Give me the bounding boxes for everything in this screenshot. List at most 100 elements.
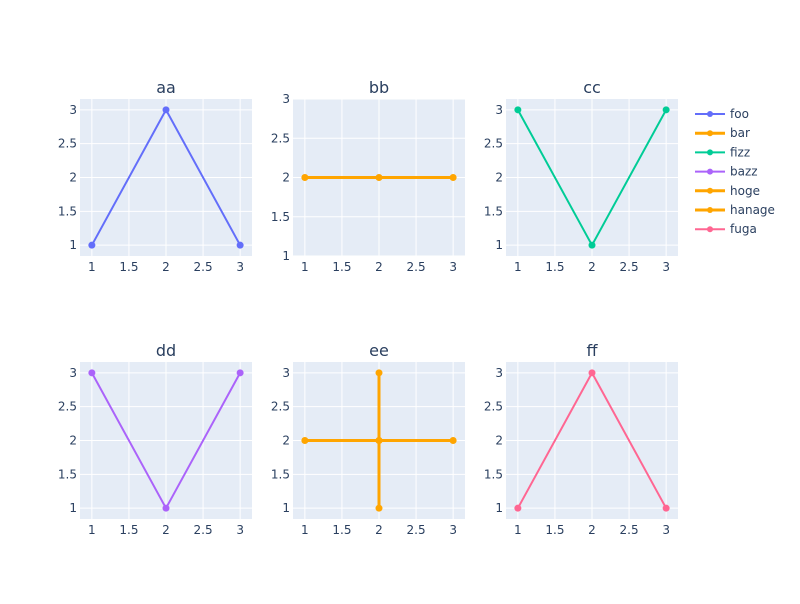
x-tick-label: 2 xyxy=(588,523,596,537)
x-tick-label: 1.5 xyxy=(332,260,351,274)
y-tick-label: 3 xyxy=(69,103,77,117)
y-tick-label: 3 xyxy=(69,366,77,380)
y-tick-label: 3 xyxy=(282,92,290,106)
legend-marker-icon xyxy=(707,130,713,137)
gridlines xyxy=(506,362,678,519)
y-axis-tick-labels: 1 1.5 2 2.5 3 xyxy=(271,366,290,515)
data-point-marker[interactable] xyxy=(88,369,96,377)
data-point-marker[interactable] xyxy=(662,106,670,114)
x-tick-label: 2.5 xyxy=(194,260,213,274)
series-foo[interactable] xyxy=(88,106,244,249)
series-fizz[interactable] xyxy=(514,106,670,249)
x-tick-label: 1 xyxy=(514,260,522,274)
y-axis-tick-labels: 1 1.5 2 2.5 3 xyxy=(58,366,77,515)
legend-item-fuga[interactable]: fuga xyxy=(695,222,757,236)
legend-item-fizz[interactable]: fizz xyxy=(695,145,750,159)
x-tick-label: 3 xyxy=(236,260,244,274)
y-tick-label: 3 xyxy=(495,366,503,380)
x-tick-label: 1 xyxy=(301,260,309,274)
x-tick-label: 2 xyxy=(162,523,170,537)
data-point-marker[interactable] xyxy=(236,241,244,249)
data-point-marker[interactable] xyxy=(162,106,170,114)
x-tick-label: 1.5 xyxy=(119,523,138,537)
series-hanage[interactable] xyxy=(375,369,383,512)
subplot-cc: 1 1.5 2 2.5 3 1 1.5 2 2.5 3 cc xyxy=(484,78,678,274)
x-tick-label: 3 xyxy=(236,523,244,537)
x-axis-tick-labels: 1 1.5 2 2.5 3 xyxy=(88,260,244,274)
y-tick-label: 1 xyxy=(282,249,290,263)
x-tick-label: 1.5 xyxy=(545,523,564,537)
subplot-ff: 1 1.5 2 2.5 3 1 1.5 2 2.5 3 ff xyxy=(484,341,678,537)
subplot-title: dd xyxy=(156,341,176,360)
y-tick-label: 2 xyxy=(282,171,290,185)
y-axis-tick-labels: 1 1.5 2 2.5 3 xyxy=(58,103,77,252)
data-point-marker[interactable] xyxy=(449,437,457,444)
data-point-marker[interactable] xyxy=(375,437,383,444)
x-tick-label: 2 xyxy=(375,523,383,537)
data-point-marker[interactable] xyxy=(588,241,596,249)
legend-item-hanage[interactable]: hanage xyxy=(695,203,775,217)
data-point-marker[interactable] xyxy=(514,106,522,114)
data-point-marker[interactable] xyxy=(236,369,244,377)
subplot-dd: 1 1.5 2 2.5 3 1 1.5 2 2.5 3 dd xyxy=(58,341,252,537)
legend-label: foo xyxy=(730,107,749,121)
x-tick-label: 1 xyxy=(88,523,96,537)
y-tick-label: 1 xyxy=(69,501,77,515)
y-axis-tick-labels: 1 1.5 2 2.5 3 xyxy=(484,366,503,515)
data-point-marker[interactable] xyxy=(375,369,383,377)
data-point-marker[interactable] xyxy=(162,504,170,512)
legend-marker-icon xyxy=(707,207,713,213)
series-bazz[interactable] xyxy=(88,369,244,512)
y-tick-label: 1.5 xyxy=(271,467,290,481)
legend-label: bar xyxy=(730,126,750,140)
y-tick-label: 1.5 xyxy=(484,467,503,481)
y-tick-label: 1.5 xyxy=(484,204,503,218)
x-tick-label: 3 xyxy=(662,523,670,537)
legend-label: fuga xyxy=(730,222,757,236)
legend: foo bar fizz bazz hoge hanage fuga xyxy=(695,107,775,236)
y-tick-label: 1 xyxy=(495,238,503,252)
x-tick-label: 1 xyxy=(301,523,309,537)
data-point-marker[interactable] xyxy=(301,437,309,444)
x-tick-label: 3 xyxy=(449,523,457,537)
x-tick-label: 3 xyxy=(662,260,670,274)
y-tick-label: 1.5 xyxy=(58,467,77,481)
y-tick-label: 1.5 xyxy=(58,204,77,218)
data-point-marker[interactable] xyxy=(375,174,383,181)
data-point-marker[interactable] xyxy=(514,504,522,512)
y-tick-label: 2.5 xyxy=(58,400,77,414)
x-axis-tick-labels: 1 1.5 2 2.5 3 xyxy=(514,260,670,274)
legend-marker-icon xyxy=(707,168,713,175)
x-tick-label: 1.5 xyxy=(332,523,351,537)
subplot-ee: 1 1.5 2 2.5 3 1 1.5 2 2.5 3 ee xyxy=(271,341,465,537)
legend-item-hoge[interactable]: hoge xyxy=(695,184,760,198)
x-tick-label: 1 xyxy=(88,260,96,274)
series-bar[interactable] xyxy=(301,174,457,181)
y-tick-label: 2.5 xyxy=(271,400,290,414)
data-point-marker[interactable] xyxy=(88,241,96,249)
y-tick-label: 1 xyxy=(282,501,290,515)
legend-item-foo[interactable]: foo xyxy=(695,107,749,121)
legend-item-bazz[interactable]: bazz xyxy=(695,165,758,179)
x-tick-label: 2 xyxy=(162,260,170,274)
subplot-title: bb xyxy=(369,78,389,97)
y-tick-label: 1 xyxy=(495,501,503,515)
data-point-marker[interactable] xyxy=(662,504,670,512)
data-point-marker[interactable] xyxy=(449,174,457,181)
data-point-marker[interactable] xyxy=(588,369,596,377)
legend-marker-icon xyxy=(707,111,713,117)
series-fuga[interactable] xyxy=(514,369,670,512)
y-tick-label: 2.5 xyxy=(271,131,290,145)
y-tick-label: 2 xyxy=(282,434,290,448)
x-axis-tick-labels: 1 1.5 2 2.5 3 xyxy=(301,523,457,537)
x-axis-tick-labels: 1 1.5 2 2.5 3 xyxy=(514,523,670,537)
x-tick-label: 2 xyxy=(588,260,596,274)
y-tick-label: 2 xyxy=(495,434,503,448)
x-tick-label: 1.5 xyxy=(119,260,138,274)
data-point-marker[interactable] xyxy=(301,174,309,181)
data-point-marker[interactable] xyxy=(375,504,383,512)
subplot-title: aa xyxy=(156,78,176,97)
legend-item-bar[interactable]: bar xyxy=(695,126,750,140)
x-axis-tick-labels: 1 1.5 2 2.5 3 xyxy=(88,523,244,537)
